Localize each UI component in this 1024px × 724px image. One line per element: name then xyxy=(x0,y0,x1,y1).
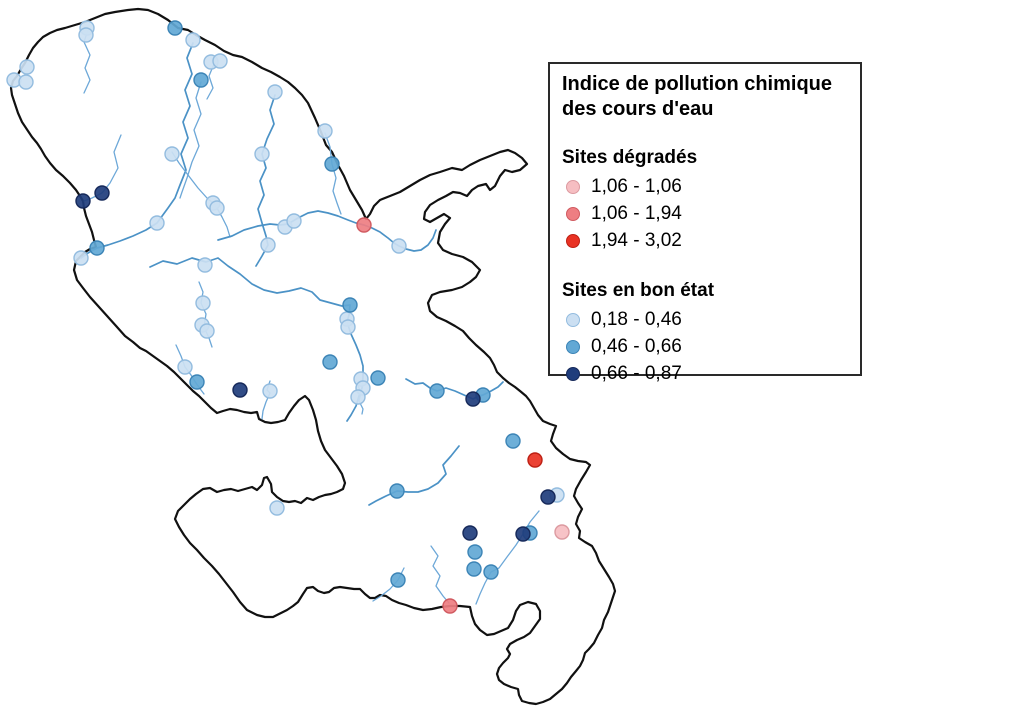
legend-group: Sites dégradés 1,06 - 1,06 1,06 - 1,94 1,94… xyxy=(562,146,848,255)
site-marker xyxy=(465,391,481,407)
site-marker xyxy=(195,295,211,311)
legend-groups: Sites dégradés 1,06 - 1,06 1,06 - 1,94 1,94… xyxy=(562,146,848,387)
site-marker xyxy=(73,250,89,266)
legend-item-label: 1,06 - 1,06 xyxy=(591,176,682,198)
site-marker xyxy=(177,359,193,375)
site-marker xyxy=(317,123,333,139)
site-marker xyxy=(505,433,521,449)
legend-item: 1,06 - 1,94 xyxy=(562,201,848,228)
site-marker xyxy=(483,564,499,580)
site-marker xyxy=(164,146,180,162)
site-marker xyxy=(260,237,276,253)
site-marker xyxy=(527,452,543,468)
site-marker xyxy=(324,156,340,172)
site-marker xyxy=(322,354,338,370)
legend-group-heading: Sites en bon état xyxy=(562,279,715,301)
legend-item: 0,18 - 0,46 xyxy=(562,306,848,333)
site-marker xyxy=(286,213,302,229)
site-marker xyxy=(356,217,372,233)
legend-swatch-icon xyxy=(566,339,580,354)
legend-item: 1,94 - 3,02 xyxy=(562,228,848,255)
site-marker xyxy=(269,500,285,516)
site-marker xyxy=(391,238,407,254)
site-marker xyxy=(390,572,406,588)
site-marker xyxy=(193,72,209,88)
legend-swatch-icon xyxy=(566,207,580,222)
site-marker xyxy=(442,598,458,614)
legend-swatch-icon xyxy=(566,366,580,381)
site-marker xyxy=(209,200,225,216)
site-marker xyxy=(149,215,165,231)
legend-item-label: 0,66 - 0,87 xyxy=(591,362,682,384)
legend-title-line1: Indice de pollution chimique xyxy=(562,73,833,95)
legend-swatch-icon xyxy=(566,180,580,195)
legend-item-label: 0,18 - 0,46 xyxy=(591,308,682,330)
legend-box: Indice de pollution chimique des cours d… xyxy=(548,62,862,384)
site-marker xyxy=(467,544,483,560)
site-marker xyxy=(18,74,34,90)
legend-item: 1,06 - 1,06 xyxy=(562,174,848,201)
site-marker xyxy=(212,53,228,69)
legend-item-label: 0,46 - 0,66 xyxy=(591,335,682,357)
site-marker xyxy=(262,383,278,399)
legend-title: Indice de pollution chimique des cours d… xyxy=(562,72,848,122)
site-marker xyxy=(78,27,94,43)
site-marker xyxy=(342,297,358,313)
site-marker xyxy=(189,374,205,390)
site-marker xyxy=(389,483,405,499)
legend-group-heading: Sites dégradés xyxy=(562,147,698,168)
site-marker xyxy=(232,382,248,398)
site-marker xyxy=(429,383,445,399)
site-marker xyxy=(554,524,570,540)
legend-swatch-icon xyxy=(566,312,580,327)
site-marker xyxy=(89,240,105,256)
site-marker xyxy=(350,389,366,405)
legend-swatch-icon xyxy=(566,234,580,249)
site-marker xyxy=(370,370,386,386)
site-marker xyxy=(75,193,91,209)
legend-item-label: 1,06 - 1,94 xyxy=(591,203,682,225)
legend-item-label: 1,94 - 3,02 xyxy=(591,230,682,252)
site-marker xyxy=(540,489,556,505)
sites-layer xyxy=(6,20,570,614)
site-marker xyxy=(340,319,356,335)
site-marker xyxy=(19,59,35,75)
legend-item: 0,66 - 0,87 xyxy=(562,360,848,387)
site-marker xyxy=(199,323,215,339)
site-marker xyxy=(94,185,110,201)
legend-item: 0,46 - 0,66 xyxy=(562,333,848,360)
site-marker xyxy=(466,561,482,577)
island-outline xyxy=(9,7,617,706)
legend-group: Sites en bon état 0,18 - 0,46 0,46 - 0,66 0… xyxy=(562,279,848,388)
legend-title-line2: des cours d'eau xyxy=(562,98,714,120)
site-marker xyxy=(254,146,270,162)
site-marker xyxy=(185,32,201,48)
site-marker xyxy=(462,525,478,541)
site-marker xyxy=(167,20,183,36)
site-marker xyxy=(267,84,283,100)
site-marker xyxy=(515,526,531,542)
site-marker xyxy=(197,257,213,273)
